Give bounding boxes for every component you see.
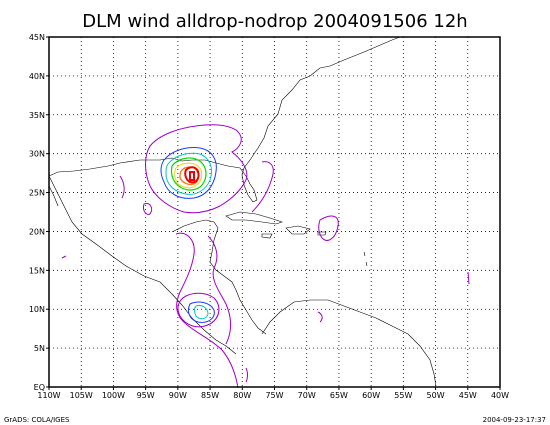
- y-tick-label: 45N: [29, 33, 45, 42]
- y-tick-label: 5N: [34, 344, 45, 353]
- axis-tick-labels: 110W 105W 100W 95W 90W 85W 80W 75W 70W 65W 60W 55W 5…: [29, 33, 509, 400]
- x-tick-label: 40W: [491, 391, 509, 400]
- x-tick-label: 85W: [201, 391, 219, 400]
- coastlines: [48, 36, 437, 387]
- x-tick-label: 110W: [37, 391, 60, 400]
- y-tick-label: 40N: [29, 72, 45, 81]
- plot-frame: [48, 36, 501, 388]
- y-tick-label: 20N: [29, 227, 45, 236]
- footer-right: 2004-09-23-17:37: [483, 416, 546, 424]
- y-tick-label: 30N: [29, 150, 45, 159]
- x-tick-label: 80W: [233, 391, 251, 400]
- y-tick-label: 15N: [29, 266, 45, 275]
- x-tick-label: 55W: [394, 391, 412, 400]
- plot-title: DLM wind alldrop-nodrop 2004091506 12h: [82, 11, 467, 32]
- x-tick-label: 105W: [70, 391, 93, 400]
- x-tick-label: 100W: [102, 391, 125, 400]
- x-tick-label: 95W: [137, 391, 155, 400]
- y-tick-label: 25N: [29, 189, 45, 198]
- x-tick-label: 60W: [362, 391, 380, 400]
- footer-left: GrADS: COLA/IGES: [4, 416, 70, 424]
- x-tick-label: 90W: [169, 391, 187, 400]
- wind-difference-contours: [61, 124, 470, 389]
- x-tick-label: 75W: [265, 391, 283, 400]
- x-tick-label: 50W: [427, 391, 445, 400]
- y-tick-label: 10N: [29, 305, 45, 314]
- x-tick-label: 70W: [298, 391, 316, 400]
- y-tick-label: EQ: [34, 383, 45, 392]
- x-tick-label: 45W: [459, 391, 477, 400]
- x-tick-label: 65W: [330, 391, 348, 400]
- y-tick-label: 35N: [29, 111, 45, 120]
